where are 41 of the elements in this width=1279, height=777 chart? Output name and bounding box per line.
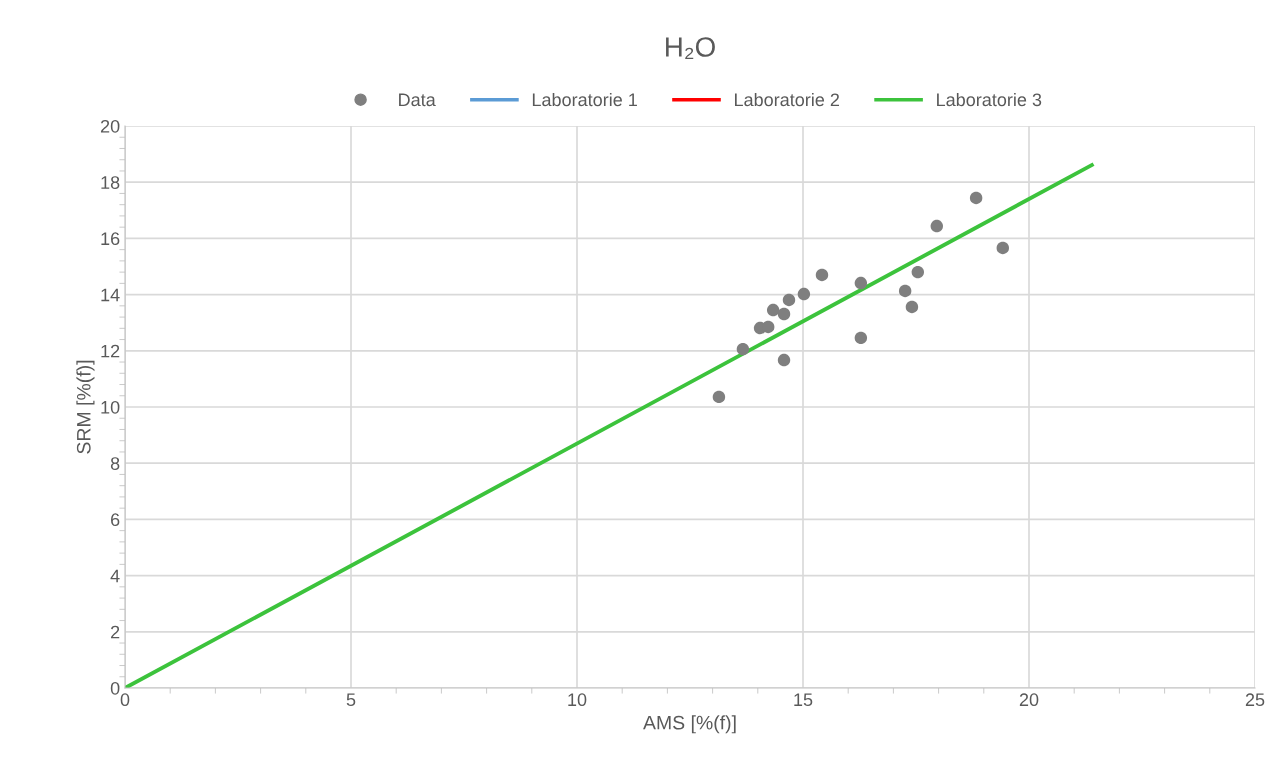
point — [797, 287, 811, 301]
point — [777, 353, 791, 367]
point — [996, 241, 1009, 255]
legend-label: Data — [399, 93, 436, 107]
y-tick-label: 6 — [111, 513, 120, 527]
point — [930, 219, 943, 233]
y-tick-label: 0 — [110, 681, 120, 695]
y-tick-label: 14 — [101, 288, 120, 302]
y-tick-label: 2 — [111, 625, 120, 639]
y-axis-title: SRM [%(f)] — [76, 360, 95, 454]
y-tick-label: 16 — [101, 232, 120, 246]
x-tick-label: 15 — [794, 693, 813, 707]
point — [766, 303, 780, 317]
y-tick-label: 10 — [101, 400, 120, 414]
point — [905, 300, 919, 314]
y-tick-label: 8 — [110, 457, 120, 470]
y-tick-label: 18 — [101, 176, 120, 189]
x-tick-label: 0 — [120, 693, 130, 707]
point — [736, 342, 750, 356]
chart-title: H₂O — [666, 37, 715, 59]
point — [898, 284, 912, 298]
y-tick-label: 4 — [110, 569, 120, 583]
point — [911, 265, 925, 279]
point — [854, 276, 868, 290]
legend-label: Laboratorie 3 — [937, 92, 1042, 107]
point — [782, 293, 796, 307]
x-tick-label: 5 — [346, 693, 356, 707]
legend-label: Laboratorie 1 — [532, 92, 637, 107]
point — [815, 268, 829, 282]
x-axis-title: AMS [%(f)] — [643, 715, 736, 734]
y-tick-label: 20 — [100, 119, 120, 133]
point — [712, 390, 726, 404]
legend-label: Laboratorie 2 — [734, 92, 840, 107]
x-tick-label: 25 — [1245, 693, 1265, 707]
x-tick-label: 20 — [1019, 693, 1039, 707]
point — [777, 307, 791, 321]
point — [761, 320, 775, 334]
point — [854, 331, 868, 345]
x-tick-label: 10 — [568, 693, 587, 707]
y-tick-label: 12 — [101, 344, 120, 358]
point — [969, 191, 983, 205]
